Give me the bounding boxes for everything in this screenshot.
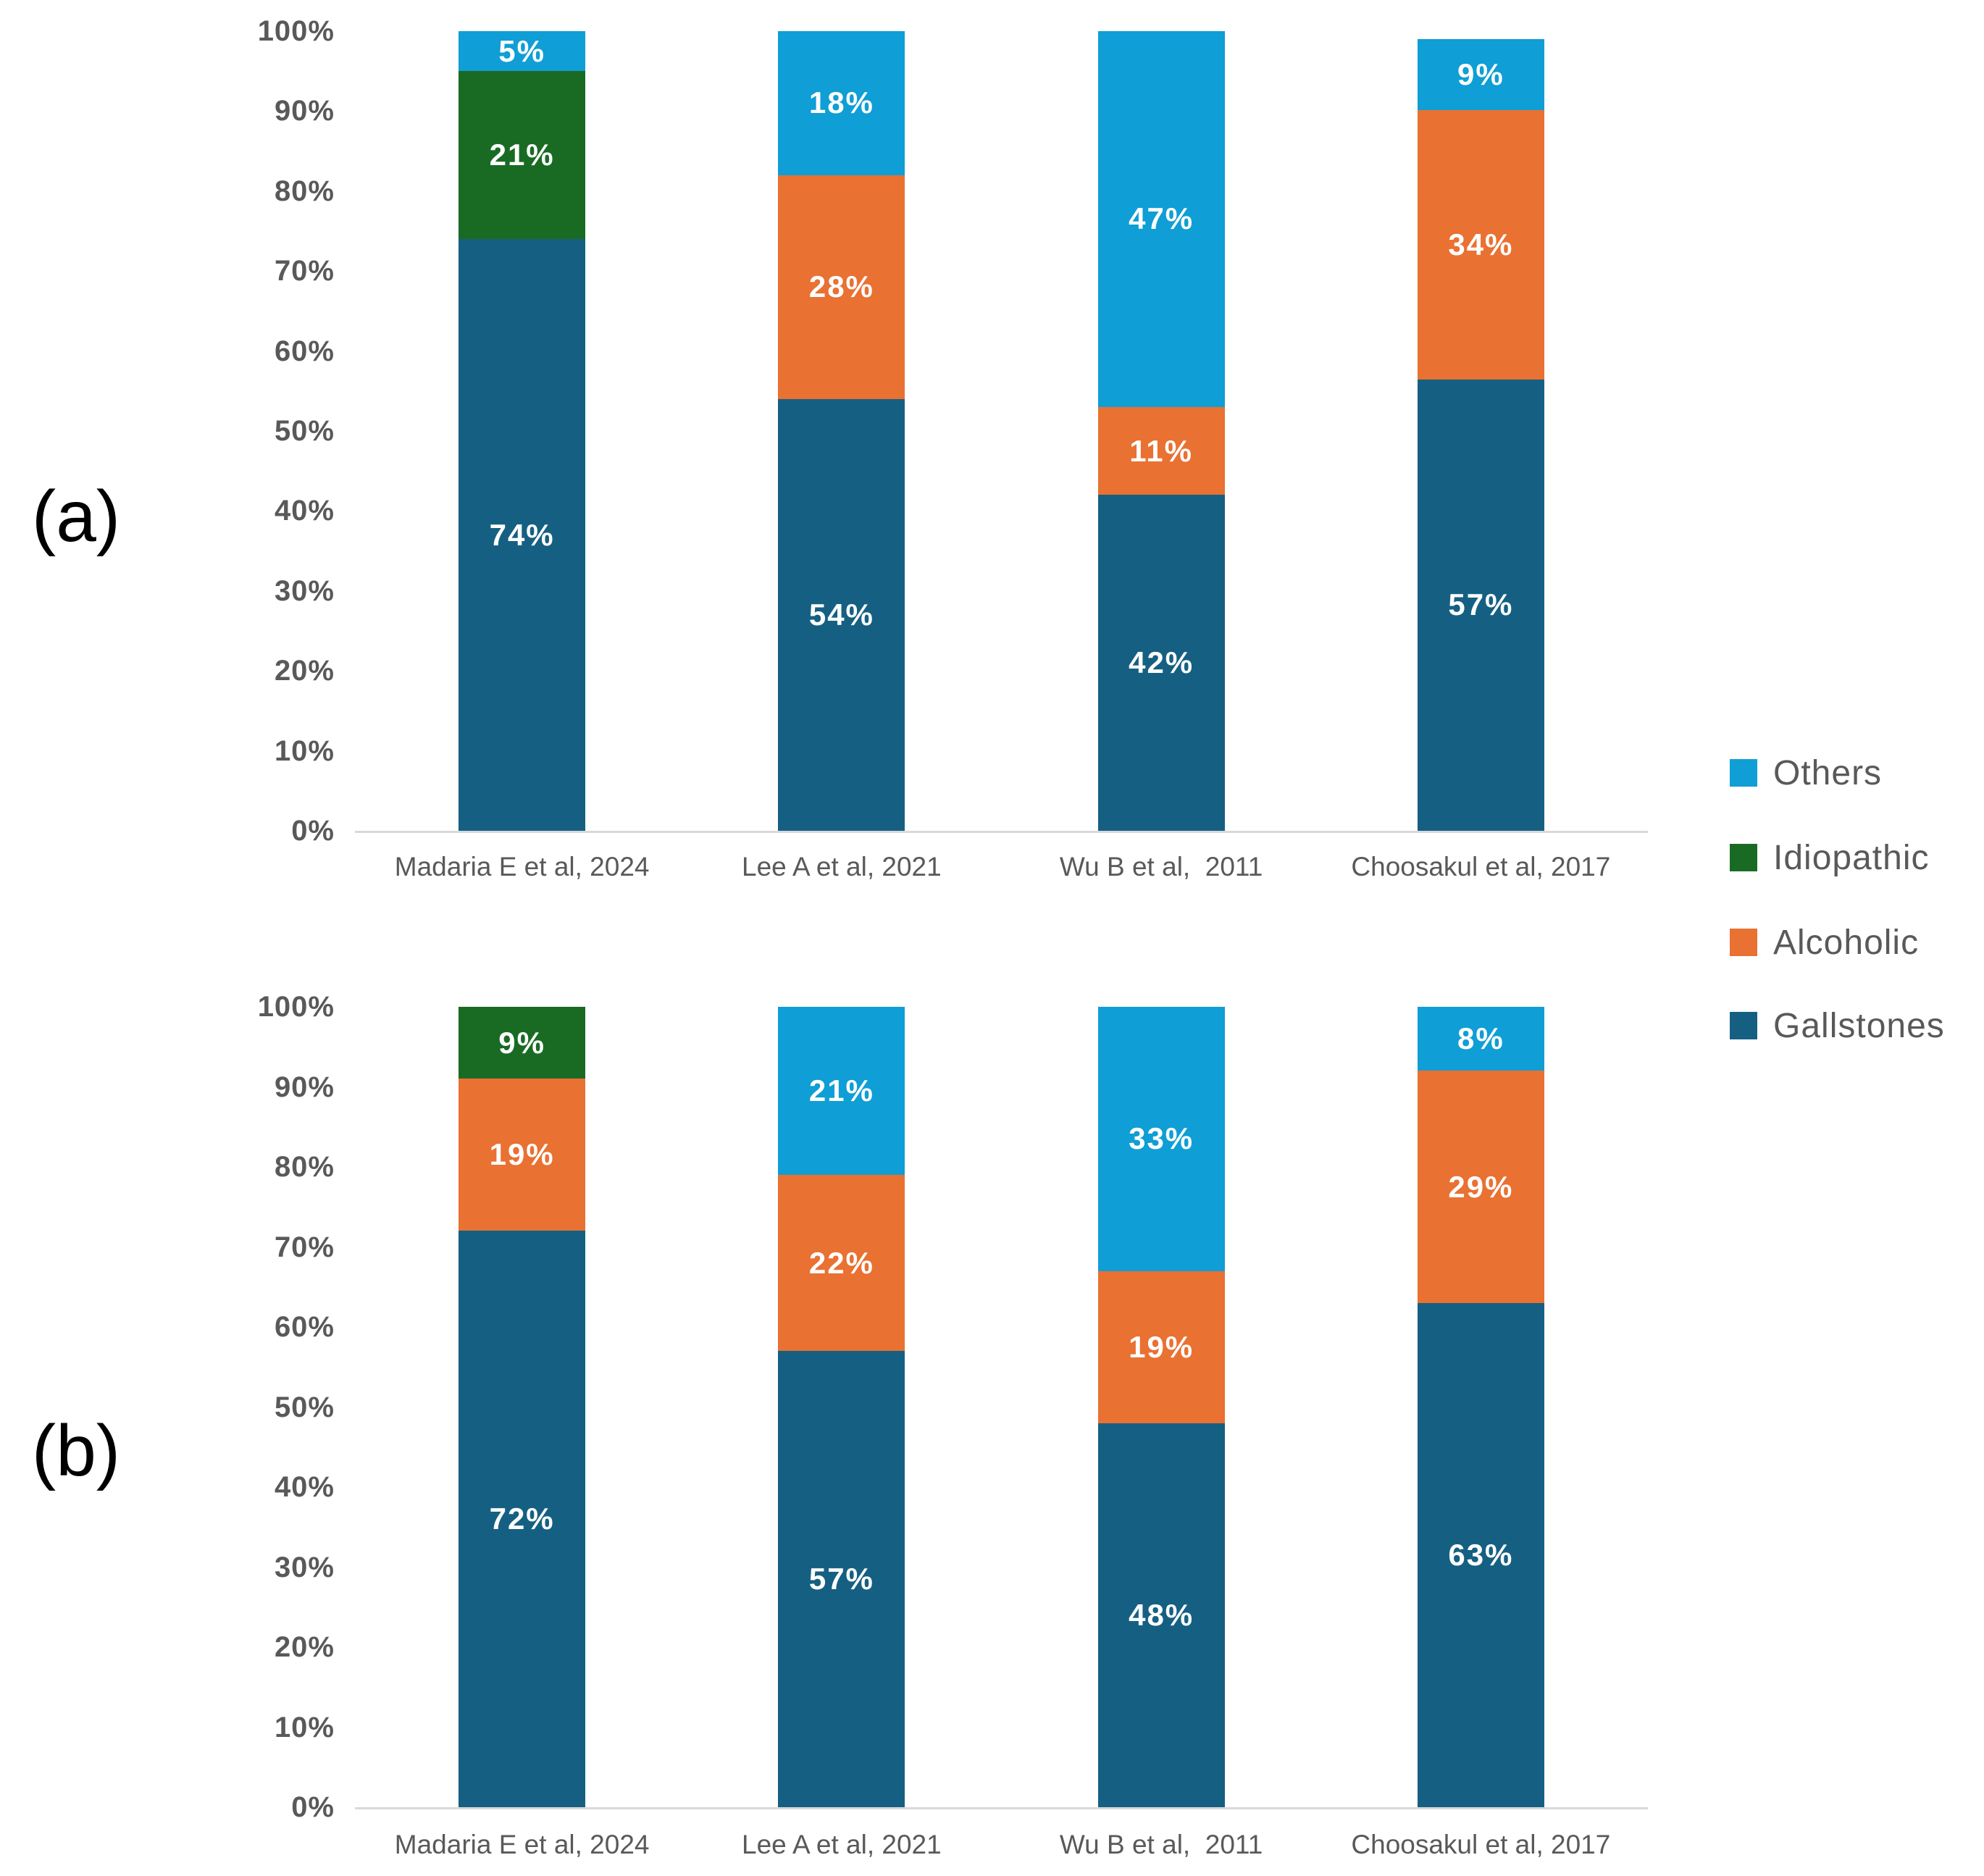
bar-segment-alcoholic: 29%	[1417, 1071, 1544, 1303]
y-tick-label: 70%	[274, 1231, 335, 1263]
bar-segment-alcoholic: 11%	[1097, 406, 1225, 495]
y-tick-label: 20%	[274, 1631, 335, 1663]
panel-label-b: (b)	[31, 1410, 121, 1491]
bar-segment-value-label: 33%	[1129, 1121, 1194, 1156]
bar-segment-value-label: 22%	[808, 1245, 874, 1280]
bar-segment-gallstones: 48%	[1097, 1423, 1225, 1807]
bar-segment-others: 33%	[1097, 1007, 1225, 1271]
bar-segment-gallstones: 72%	[459, 1231, 586, 1807]
y-tick-label: 10%	[274, 1711, 335, 1743]
y-tick-label: 80%	[274, 175, 335, 207]
bar-segment-others: 18%	[778, 31, 905, 175]
bar-segment-value-label: 5%	[498, 33, 545, 68]
bar-segment-value-label: 57%	[1448, 587, 1514, 622]
bar-segment-others: 21%	[778, 1007, 905, 1176]
bar-segment-value-label: 74%	[489, 517, 555, 552]
bar-segment-others: 5%	[459, 31, 586, 72]
bar-segment-gallstones: 74%	[459, 239, 586, 831]
x-axis-line	[355, 831, 1648, 833]
bar-segment-value-label: 9%	[498, 1025, 545, 1060]
bar-segment-others: 9%	[1417, 39, 1544, 111]
bar-segment-value-label: 19%	[1129, 1329, 1194, 1364]
y-tick-label: 90%	[274, 1071, 335, 1103]
x-category-label: Madaria E et al, 2024	[394, 852, 650, 882]
y-tick-label: 50%	[274, 415, 335, 447]
bar-segment-value-label: 29%	[1448, 1169, 1514, 1204]
y-tick-label: 100%	[257, 15, 335, 47]
bar-segment-value-label: 42%	[1129, 645, 1194, 680]
y-tick-label: 60%	[274, 1311, 335, 1343]
bar-segment-alcoholic: 28%	[778, 175, 905, 399]
bar-segment-value-label: 72%	[489, 1502, 555, 1536]
bar-segment-value-label: 28%	[808, 269, 874, 304]
panel-label-a: (a)	[31, 476, 121, 557]
y-tick-label: 90%	[274, 95, 335, 127]
x-axis-line	[355, 1807, 1648, 1809]
y-tick-label: 70%	[274, 255, 335, 288]
bar-segment-value-label: 47%	[1129, 201, 1194, 236]
x-category-label: Choosakul et al, 2017	[1351, 852, 1611, 882]
bar-segment-value-label: 9%	[1457, 57, 1504, 92]
bar-segment-alcoholic: 19%	[1097, 1270, 1225, 1423]
y-tick-label: 0%	[291, 1791, 335, 1823]
x-category-label: Lee A et al, 2021	[742, 852, 942, 882]
bar-segment-value-label: 54%	[808, 597, 874, 632]
bar-segment-alcoholic: 19%	[459, 1079, 586, 1231]
bar-segment-gallstones: 54%	[778, 398, 905, 831]
x-category-label: Wu B et al, 2011	[1059, 852, 1263, 882]
y-tick-label: 50%	[274, 1391, 335, 1423]
y-tick-label: 60%	[274, 335, 335, 367]
bar-segment-value-label: 21%	[489, 138, 555, 172]
bar-segment-alcoholic: 34%	[1417, 110, 1544, 380]
y-tick-label: 30%	[274, 1551, 335, 1583]
bar-segment-value-label: 18%	[808, 85, 874, 120]
bar-segment-alcoholic: 22%	[778, 1175, 905, 1352]
bar-segment-value-label: 11%	[1129, 433, 1193, 468]
bar-segment-value-label: 8%	[1457, 1021, 1504, 1056]
bar-segment-idiopathic: 21%	[459, 71, 586, 240]
bar-segment-value-label: 21%	[808, 1073, 874, 1108]
y-tick-label: 0%	[291, 815, 335, 847]
y-tick-label: 30%	[274, 574, 335, 607]
x-category-label: Madaria E et al, 2024	[394, 1830, 650, 1859]
bar-segment-value-label: 19%	[489, 1137, 555, 1172]
x-category-label: Choosakul et al, 2017	[1351, 1830, 1611, 1859]
bar-segment-gallstones: 57%	[778, 1351, 905, 1807]
bar-segment-gallstones: 57%	[1417, 380, 1544, 831]
y-tick-label: 100%	[257, 991, 335, 1023]
y-tick-label: 20%	[274, 655, 335, 687]
bar-segment-others: 8%	[1417, 1007, 1544, 1071]
y-tick-label: 10%	[274, 734, 335, 767]
bar-segment-others: 47%	[1097, 31, 1225, 407]
bar-segment-idiopathic: 9%	[459, 1007, 586, 1079]
y-tick-label: 40%	[274, 1471, 335, 1503]
bar-segment-gallstones: 42%	[1097, 495, 1225, 831]
y-tick-label: 80%	[274, 1151, 335, 1183]
bar-segment-value-label: 48%	[1129, 1597, 1194, 1632]
bar-segment-value-label: 34%	[1448, 227, 1514, 262]
bar-segment-value-label: 57%	[808, 1562, 874, 1596]
bar-segment-value-label: 63%	[1448, 1537, 1514, 1572]
bar-segment-gallstones: 63%	[1417, 1302, 1544, 1807]
x-category-label: Wu B et al, 2011	[1059, 1830, 1263, 1859]
y-tick-label: 40%	[274, 495, 335, 527]
x-category-label: Lee A et al, 2021	[742, 1830, 942, 1859]
